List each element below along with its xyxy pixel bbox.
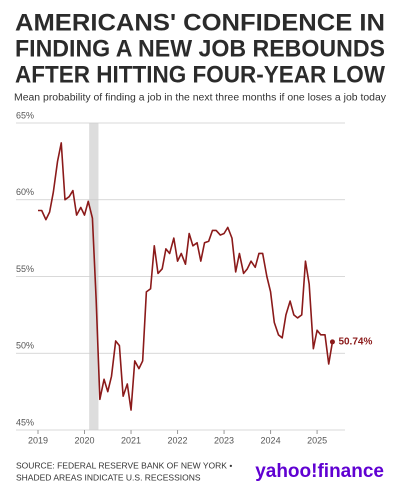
x-tick-label: 2022 xyxy=(168,435,188,445)
end-point xyxy=(329,339,335,345)
source: SOURCE: FEDERAL RESERVE BANK OF NEW YORK… xyxy=(16,460,232,470)
chart-title: FINDING A NEW JOB REBOUNDS xyxy=(15,35,385,62)
y-tick-label: 55% xyxy=(16,264,34,274)
logo: yahoo!finance xyxy=(255,461,384,482)
y-tick-label: 50% xyxy=(16,341,34,351)
y-tick-label: 60% xyxy=(16,187,34,197)
chart-title: AMERICANS' CONFIDENCE IN xyxy=(15,9,385,36)
series-line xyxy=(38,142,334,411)
chart-title: AFTER HITTING FOUR-YEAR LOW xyxy=(15,61,385,88)
x-tick-label: 2020 xyxy=(74,435,94,445)
end-label: 50.74% xyxy=(338,337,372,348)
x-tick-label: 2023 xyxy=(214,435,234,445)
x-tick-label: 2025 xyxy=(307,435,327,445)
subtitle: Mean probability of finding a job in the… xyxy=(14,93,386,104)
source: SHADED AREAS INDICATE U.S. RECESSIONS xyxy=(16,472,201,482)
x-tick-label: 2024 xyxy=(261,435,281,445)
x-tick-label: 2019 xyxy=(28,435,48,445)
y-tick-label: 45% xyxy=(16,417,34,427)
x-tick-label: 2021 xyxy=(121,435,141,445)
y-tick-label: 65% xyxy=(16,110,34,120)
